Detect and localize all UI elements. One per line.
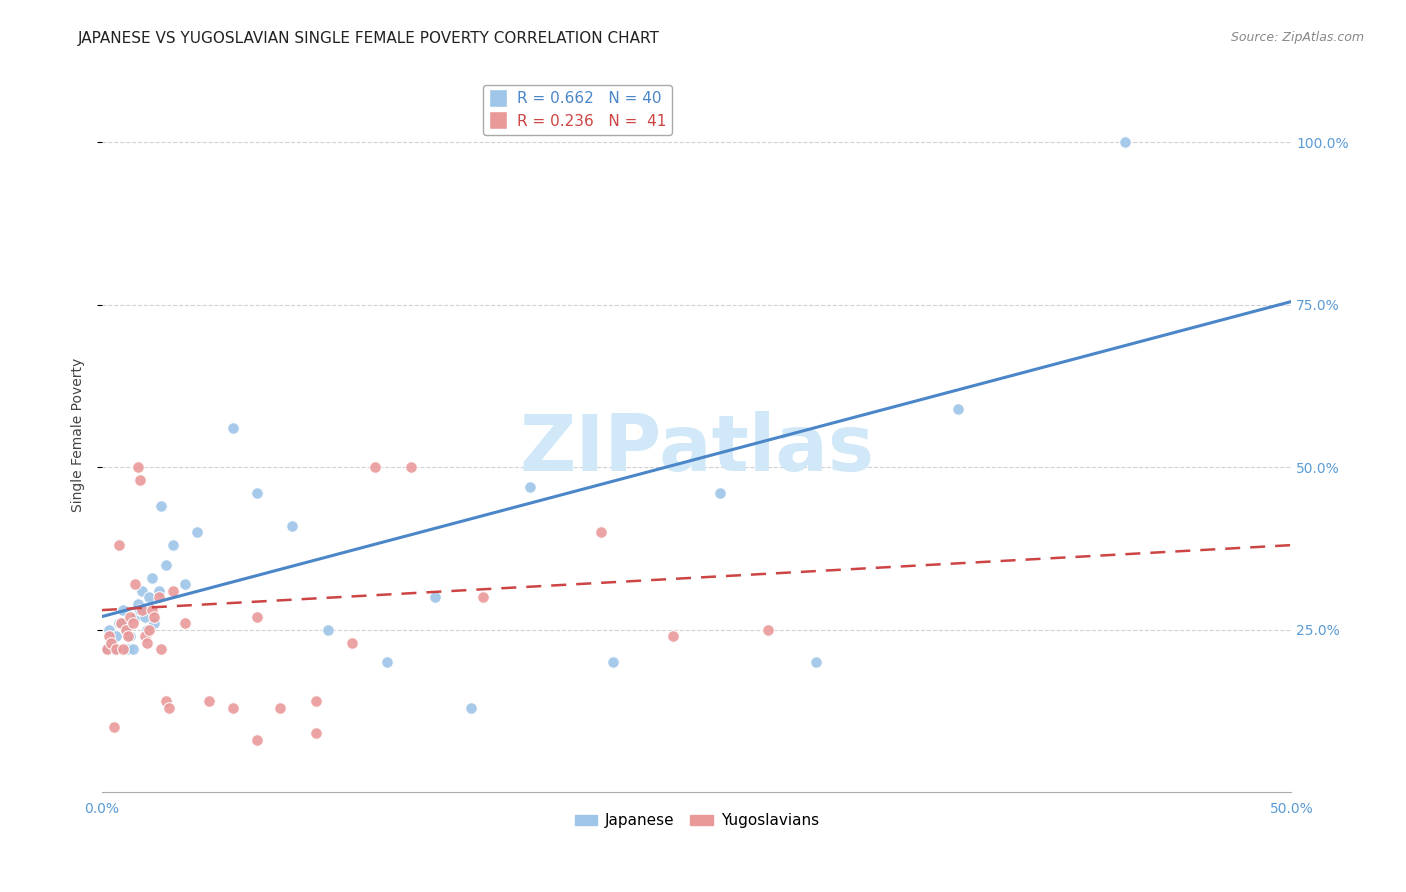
- Point: [222, 700, 245, 714]
- Text: Source: ZipAtlas.com: Source: ZipAtlas.com: [1230, 31, 1364, 45]
- Point: [107, 538, 129, 552]
- Point: [121, 616, 143, 631]
- Point: [103, 642, 125, 657]
- Point: [157, 700, 180, 714]
- Point: [245, 733, 267, 747]
- Point: [134, 629, 156, 643]
- Point: [105, 629, 128, 643]
- Point: [186, 525, 208, 540]
- Text: ZIPatlas: ZIPatlas: [519, 411, 875, 487]
- Point: [316, 623, 339, 637]
- Point: [131, 603, 153, 617]
- Legend: Japanese, Yugoslavians: Japanese, Yugoslavians: [568, 807, 825, 834]
- Point: [245, 609, 267, 624]
- Point: [96, 642, 118, 657]
- Point: [709, 486, 731, 500]
- Point: [148, 590, 170, 604]
- Point: [129, 473, 152, 487]
- Point: [305, 694, 328, 708]
- Point: [117, 642, 139, 657]
- Point: [269, 700, 291, 714]
- Point: [138, 623, 160, 637]
- Point: [155, 694, 177, 708]
- Point: [107, 616, 129, 631]
- Point: [124, 609, 146, 624]
- Point: [121, 642, 143, 657]
- Point: [150, 642, 173, 657]
- Point: [124, 577, 146, 591]
- Point: [756, 623, 779, 637]
- Point: [162, 583, 184, 598]
- Point: [120, 629, 142, 643]
- Point: [141, 603, 163, 617]
- Point: [120, 609, 142, 624]
- Y-axis label: Single Female Poverty: Single Female Poverty: [72, 358, 86, 512]
- Point: [174, 616, 197, 631]
- Point: [98, 629, 121, 643]
- Point: [117, 629, 139, 643]
- Point: [138, 590, 160, 604]
- Point: [591, 525, 613, 540]
- Point: [602, 655, 624, 669]
- Point: [150, 499, 173, 513]
- Point: [143, 616, 166, 631]
- Text: JAPANESE VS YUGOSLAVIAN SINGLE FEMALE POVERTY CORRELATION CHART: JAPANESE VS YUGOSLAVIAN SINGLE FEMALE PO…: [77, 31, 659, 46]
- Point: [460, 700, 482, 714]
- Point: [112, 603, 135, 617]
- Point: [136, 635, 159, 649]
- Point: [804, 655, 827, 669]
- Point: [141, 571, 163, 585]
- Point: [127, 597, 149, 611]
- Point: [96, 642, 118, 657]
- Point: [148, 583, 170, 598]
- Point: [305, 726, 328, 740]
- Point: [377, 655, 399, 669]
- Point: [131, 583, 153, 598]
- Point: [112, 642, 135, 657]
- Point: [340, 635, 363, 649]
- Point: [129, 603, 152, 617]
- Point: [134, 609, 156, 624]
- Point: [114, 623, 136, 637]
- Point: [143, 609, 166, 624]
- Point: [174, 577, 197, 591]
- Point: [103, 720, 125, 734]
- Point: [100, 635, 122, 649]
- Point: [127, 460, 149, 475]
- Point: [222, 421, 245, 435]
- Point: [110, 616, 132, 631]
- Point: [245, 486, 267, 500]
- Point: [399, 460, 422, 475]
- Point: [114, 623, 136, 637]
- Point: [519, 480, 541, 494]
- Point: [136, 623, 159, 637]
- Point: [155, 558, 177, 572]
- Point: [364, 460, 387, 475]
- Point: [423, 590, 446, 604]
- Point: [162, 538, 184, 552]
- Point: [471, 590, 494, 604]
- Point: [110, 616, 132, 631]
- Point: [198, 694, 221, 708]
- Point: [281, 518, 304, 533]
- Point: [948, 401, 970, 416]
- Point: [100, 635, 122, 649]
- Point: [1114, 136, 1136, 150]
- Point: [662, 629, 685, 643]
- Point: [105, 642, 128, 657]
- Point: [98, 623, 121, 637]
